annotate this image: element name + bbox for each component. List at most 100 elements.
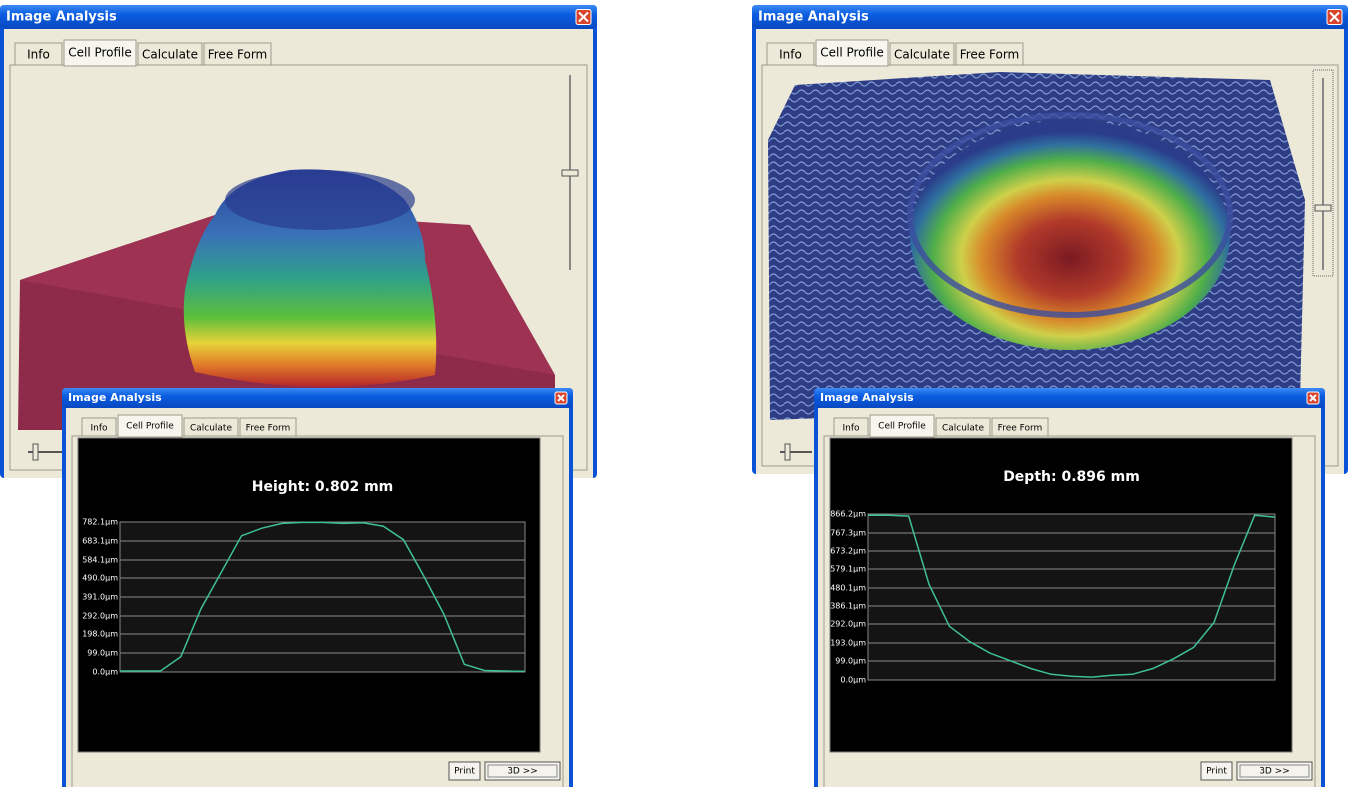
y-tick-label: 767.3µm [830,528,866,537]
button[interactable]: 3D >> [484,761,561,781]
tab[interactable]: Free Form [239,417,297,437]
pit-rim [907,112,1233,318]
close-icon [1329,11,1340,23]
button-shape [1236,761,1313,781]
tab[interactable]: Calculate [889,42,955,66]
tab-label: Calculate [190,424,232,434]
button[interactable]: Print [1200,761,1233,781]
button-label: Print [454,767,475,777]
tab-shape [955,42,1024,66]
tab-shape [203,42,272,66]
title-bar [752,5,1348,29]
tab-shape [935,417,991,437]
tab[interactable]: Free Form [203,42,272,66]
y-tick-label: 490.0µm [82,574,118,583]
y-tick-label: 99.0µm [87,649,118,658]
y-tick-label: 99.0µm [835,657,866,666]
h-slider-thumb [32,443,39,461]
tab-label: Cell Profile [126,422,174,432]
close-icon [1309,394,1317,402]
tab[interactable]: Info [81,417,117,437]
tab[interactable]: Info [833,417,869,437]
tab-label: Calculate [894,48,950,62]
tab[interactable]: Info [766,42,815,66]
window-title: Image Analysis [758,10,869,25]
close-icon [557,394,565,402]
button-label: 3D >> [507,767,538,777]
tab-label: Info [779,48,802,62]
tab-label: Cell Profile [68,46,132,60]
tab-shape [183,417,239,437]
tab-label: Calculate [942,424,984,434]
y-tick-label: 782.1µm [82,518,118,527]
tab-shape [63,39,137,67]
v-slider-thumb[interactable] [1314,204,1332,212]
button[interactable]: 3D >> [1236,761,1313,781]
tab[interactable]: Cell Profile [815,39,889,67]
tab[interactable]: Calculate [183,417,239,437]
tab-label: Calculate [142,48,198,62]
tab-label: Free Form [998,424,1043,434]
tab-shape [833,417,869,437]
button-shape [448,761,481,781]
y-tick-label: 0.0µm [92,668,118,677]
y-tick-label: 683.1µm [82,536,118,545]
y-tick-label: 193.0µm [830,639,866,648]
y-tick-label: 579.1µm [830,565,866,574]
window: Image Analysis Info Cell Profile Calculate F… [62,388,573,787]
tab-label: Free Form [960,48,1020,62]
chart-title: Height: 0.802 mm [252,479,394,495]
tab-shape [991,417,1049,437]
tab-label: Free Form [208,48,268,62]
button[interactable]: Print [448,761,481,781]
button-shape [484,761,561,781]
y-tick-label: 292.0µm [830,620,866,629]
window-title: Image Analysis [68,391,162,404]
v-slider-box [1312,69,1334,277]
tab-label: Info [27,48,50,62]
tab-shape [869,414,935,438]
y-tick-label: 480.1µm [830,583,866,592]
tab[interactable]: Cell Profile [117,414,183,438]
button-shape [1200,761,1233,781]
tab[interactable]: Calculate [935,417,991,437]
y-tick-label: 866.2µm [830,510,866,519]
y-tick-label: 391.0µm [82,593,118,602]
tab-label: Cell Profile [820,46,884,60]
tab-shape [14,42,63,66]
chart-title: Depth: 0.896 mm [1003,469,1140,485]
y-tick-label: 198.0µm [82,630,118,639]
window: Image Analysis Info Cell Profile Calculate F… [814,388,1325,787]
tab[interactable]: Free Form [991,417,1049,437]
button-label: Print [1206,767,1227,777]
tab-label: Info [90,424,108,434]
tab-shape [766,42,815,66]
title-bar [814,388,1325,408]
tab-label: Info [842,424,860,434]
button-focus [1239,764,1310,778]
tab[interactable]: Cell Profile [63,39,137,67]
h-slider-thumb [784,443,791,461]
close-icon [578,11,589,23]
window-title: Image Analysis [820,391,914,404]
tab-label: Free Form [246,424,291,434]
y-tick-label: 292.0µm [82,611,118,620]
y-tick-label: 584.1µm [82,555,118,564]
y-tick-label: 673.2µm [830,546,866,555]
profile-line [868,514,1276,678]
tab-shape [815,39,889,67]
tab[interactable]: Info [14,42,63,66]
plot-area [867,513,1276,681]
tab[interactable]: Calculate [137,42,203,66]
tab[interactable]: Cell Profile [869,414,935,438]
button-label: 3D >> [1259,767,1290,777]
tab-shape [81,417,117,437]
dome-top [225,170,415,230]
window-title: Image Analysis [6,10,117,25]
tab[interactable]: Free Form [955,42,1024,66]
tab-shape [889,42,955,66]
tab-shape [137,42,203,66]
v-slider-thumb[interactable] [561,169,579,177]
pit [910,120,1230,350]
tab-shape [117,414,183,438]
